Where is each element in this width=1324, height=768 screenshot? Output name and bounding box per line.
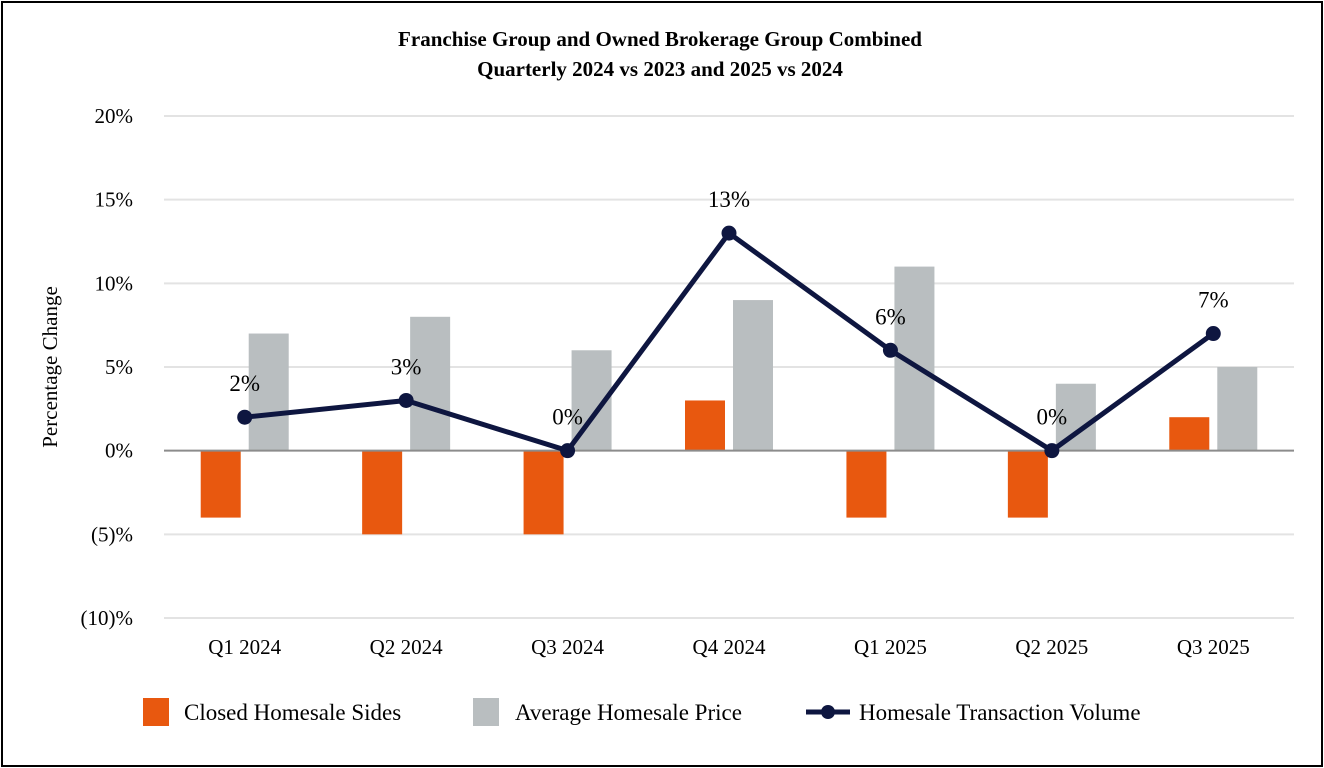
x-axis-categories: Q1 2024 Q2 2024 Q3 2024 Q4 2024 Q1 2025 Q2 20…	[208, 635, 1249, 659]
y-axis-label: Percentage Change	[38, 286, 62, 448]
bar-closed-homesale-sides	[1007, 450, 1048, 518]
x-category-label: Q1 2024	[208, 635, 281, 659]
bar-closed-homesale-sides	[1169, 417, 1210, 451]
volume-line-series	[237, 225, 1221, 459]
volume-data-label: 6%	[875, 304, 906, 329]
bar-average-homesale-price	[1055, 383, 1096, 451]
legend-label-homesale-transaction-volume: Homesale Transaction Volume	[859, 700, 1141, 725]
legend: Closed Homesale Sides Average Homesale Pr…	[143, 698, 1141, 726]
legend-swatch-closed-homesale-sides	[143, 698, 169, 726]
bar-average-homesale-price	[248, 333, 289, 451]
volume-point	[237, 409, 253, 425]
volume-point	[1205, 326, 1221, 342]
x-category-label: Q1 2025	[854, 635, 927, 659]
volume-data-label: 7%	[1198, 288, 1229, 313]
x-category-label: Q3 2024	[531, 635, 604, 659]
volume-point	[398, 392, 414, 408]
volume-point	[721, 225, 737, 241]
chart-subtitle: Quarterly 2024 vs 2023 and 2025 vs 2024	[477, 57, 843, 81]
bar-closed-homesale-sides	[846, 450, 887, 518]
y-tick-label: 15%	[95, 188, 134, 212]
legend-label-closed-homesale-sides: Closed Homesale Sides	[184, 700, 401, 725]
legend-swatch-average-homesale-price	[473, 698, 499, 726]
x-category-label: Q2 2024	[370, 635, 443, 659]
legend-label-average-homesale-price: Average Homesale Price	[515, 700, 742, 725]
bar-closed-homesale-sides	[200, 450, 241, 518]
bar-closed-homesale-sides	[362, 450, 403, 535]
volume-data-label: 0%	[1037, 405, 1068, 430]
bar-average-homesale-price	[410, 316, 451, 451]
bar-closed-homesale-sides	[523, 450, 564, 535]
x-category-label: Q4 2024	[693, 635, 766, 659]
volume-data-label: 0%	[552, 405, 583, 430]
chart-title: Franchise Group and Owned Brokerage Grou…	[398, 27, 922, 51]
bar-closed-homesale-sides	[685, 400, 725, 451]
volume-data-label: 13%	[708, 187, 750, 212]
grid-lines	[164, 115, 1294, 619]
legend-swatch-marker-homesale-transaction-volume	[821, 705, 835, 719]
volume-data-label: 3%	[391, 354, 422, 379]
y-tick-label: 10%	[95, 271, 134, 295]
y-tick-label: (5)%	[91, 522, 133, 546]
y-tick-label: 20%	[95, 104, 134, 128]
y-tick-label: 0%	[105, 439, 133, 463]
bar-average-homesale-price	[1217, 367, 1258, 451]
volume-point	[1044, 443, 1060, 459]
y-tick-label: (10)%	[81, 606, 133, 630]
bars	[200, 266, 1258, 535]
volume-point	[882, 342, 898, 358]
y-tick-label: 5%	[105, 355, 133, 379]
x-category-label: Q2 2025	[1015, 635, 1088, 659]
y-axis-ticks: 20% 15% 10% 5% 0% (5)% (10)%	[81, 104, 133, 630]
bar-average-homesale-price	[733, 300, 773, 451]
x-category-label: Q3 2025	[1177, 635, 1250, 659]
volume-point	[560, 443, 576, 459]
volume-data-label: 2%	[229, 371, 260, 396]
data-labels: 2% 3% 0% 13% 6% 0% 7%	[229, 187, 1228, 430]
